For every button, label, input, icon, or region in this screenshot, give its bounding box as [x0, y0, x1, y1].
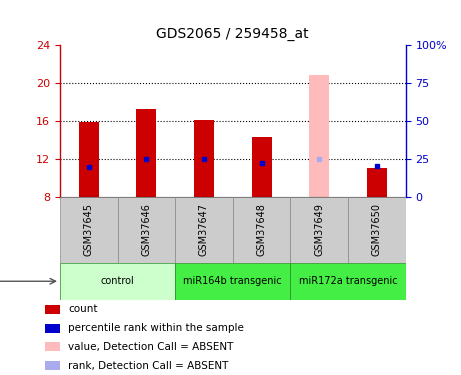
Bar — [79, 122, 99, 197]
Bar — [309, 75, 329, 197]
Bar — [45, 324, 60, 333]
Text: GSM37650: GSM37650 — [372, 203, 382, 256]
Text: value, Detection Call = ABSENT: value, Detection Call = ABSENT — [68, 342, 234, 352]
Text: miR164b transgenic: miR164b transgenic — [183, 276, 282, 286]
Bar — [60, 262, 175, 300]
Text: count: count — [68, 304, 98, 314]
Bar — [290, 197, 348, 262]
Text: GSM37649: GSM37649 — [314, 203, 324, 256]
Text: GSM37648: GSM37648 — [257, 203, 266, 256]
Bar — [118, 197, 175, 262]
Bar — [175, 197, 233, 262]
Bar — [194, 120, 214, 197]
Bar — [60, 197, 118, 262]
Title: GDS2065 / 259458_at: GDS2065 / 259458_at — [156, 27, 309, 41]
Bar — [252, 137, 272, 197]
Bar — [175, 262, 290, 300]
Bar — [45, 305, 60, 314]
Text: GSM37645: GSM37645 — [84, 203, 94, 256]
Bar — [348, 197, 406, 262]
Bar — [45, 361, 60, 370]
Text: percentile rank within the sample: percentile rank within the sample — [68, 323, 244, 333]
Text: control: control — [100, 276, 135, 286]
Text: GSM37646: GSM37646 — [142, 203, 151, 256]
Bar — [45, 342, 60, 351]
Text: GSM37647: GSM37647 — [199, 203, 209, 256]
Bar — [290, 262, 406, 300]
Text: rank, Detection Call = ABSENT: rank, Detection Call = ABSENT — [68, 361, 229, 370]
Bar — [136, 109, 156, 197]
Text: miR172a transgenic: miR172a transgenic — [299, 276, 397, 286]
Bar — [233, 197, 290, 262]
Bar — [367, 168, 387, 197]
